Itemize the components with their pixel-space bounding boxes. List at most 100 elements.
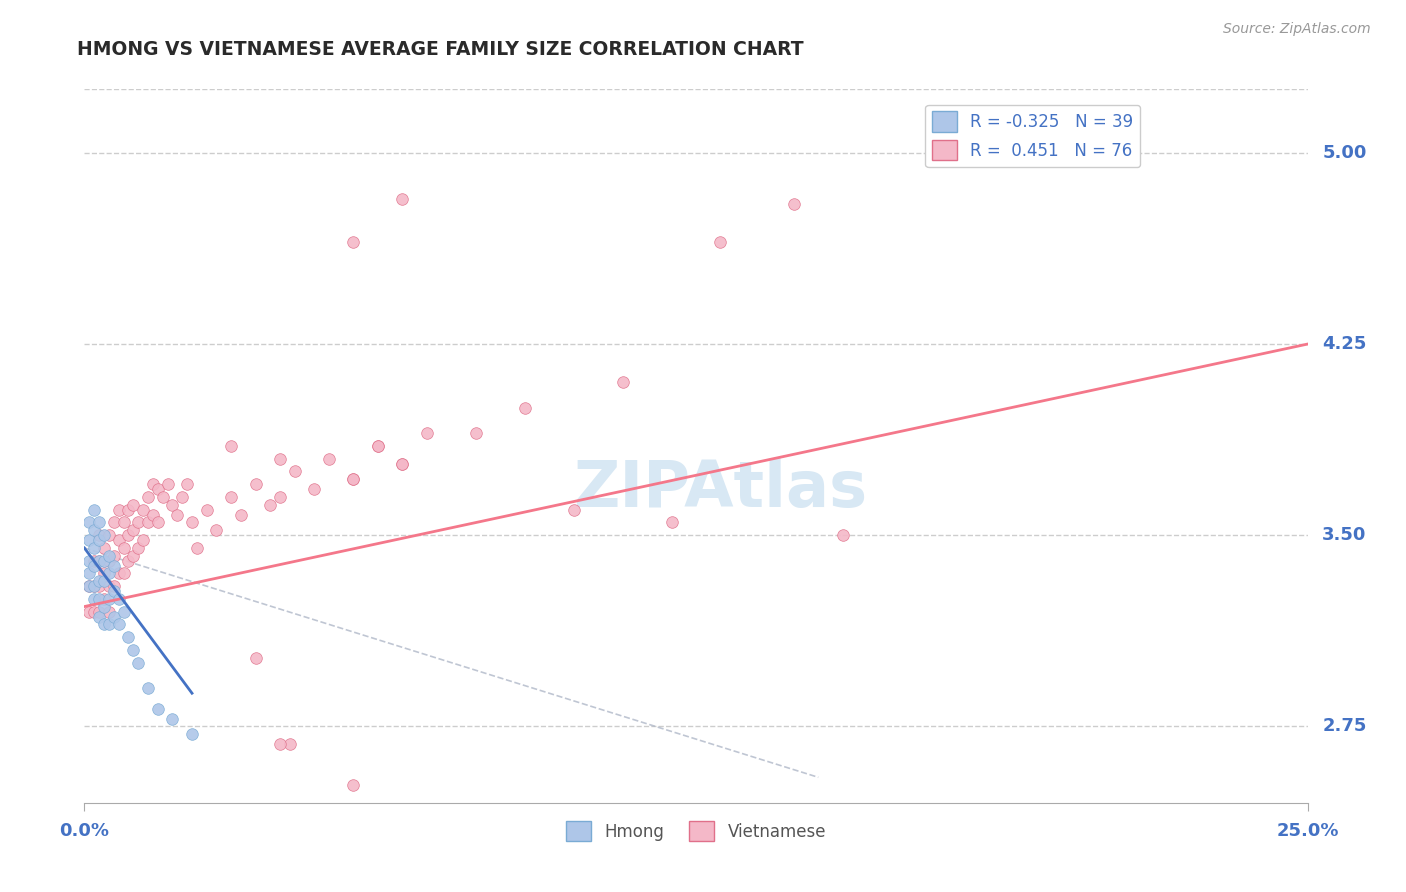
Point <box>87 574 110 588</box>
Point <box>391 457 413 471</box>
Point <box>342 778 364 792</box>
Point <box>162 498 184 512</box>
Point <box>83 579 105 593</box>
Point <box>142 477 165 491</box>
Point <box>342 472 364 486</box>
Point <box>103 558 125 573</box>
Point <box>93 574 115 588</box>
Point <box>269 451 291 466</box>
Point <box>513 401 536 415</box>
Point <box>229 508 252 522</box>
Point <box>107 591 129 606</box>
Point <box>783 197 806 211</box>
Point <box>269 737 291 751</box>
Point <box>245 477 267 491</box>
Point <box>127 516 149 530</box>
Point <box>205 523 228 537</box>
Point <box>83 605 105 619</box>
Point <box>112 516 135 530</box>
Point <box>77 605 100 619</box>
Text: Source: ZipAtlas.com: Source: ZipAtlas.com <box>1223 22 1371 37</box>
Point <box>77 554 100 568</box>
Point <box>87 605 110 619</box>
Point <box>172 490 194 504</box>
Point <box>464 426 486 441</box>
Point <box>97 566 120 581</box>
Point <box>122 523 145 537</box>
Point <box>103 579 125 593</box>
Point <box>245 650 267 665</box>
Point <box>77 516 100 530</box>
Point <box>77 579 100 593</box>
Point <box>284 465 307 479</box>
Point <box>269 490 291 504</box>
Point <box>87 554 110 568</box>
Point <box>318 451 340 466</box>
Point <box>97 617 120 632</box>
Point <box>162 712 184 726</box>
Point <box>107 617 129 632</box>
Text: 5.00: 5.00 <box>1322 144 1367 162</box>
Point <box>93 591 115 606</box>
Point <box>195 502 218 516</box>
Point <box>142 508 165 522</box>
Point <box>181 727 204 741</box>
Point <box>103 584 125 599</box>
Point <box>87 516 110 530</box>
Point <box>186 541 208 555</box>
Point <box>83 579 105 593</box>
Point <box>112 605 135 619</box>
Point <box>93 566 115 581</box>
Point <box>83 558 105 573</box>
Point <box>93 541 115 555</box>
Point <box>342 472 364 486</box>
Point <box>97 554 120 568</box>
Point <box>83 523 105 537</box>
Point <box>136 490 159 504</box>
Point <box>661 516 683 530</box>
Point <box>87 533 110 548</box>
Point <box>97 579 120 593</box>
Point <box>93 528 115 542</box>
Point <box>103 549 125 563</box>
Point <box>93 554 115 568</box>
Point <box>127 541 149 555</box>
Point <box>87 609 110 624</box>
Point <box>112 541 135 555</box>
Point <box>146 701 169 715</box>
Point <box>77 533 100 548</box>
Point <box>97 591 120 606</box>
Point <box>132 533 155 548</box>
Point <box>367 439 389 453</box>
Point <box>831 528 853 542</box>
Point <box>117 554 139 568</box>
Point <box>77 566 100 581</box>
Point <box>127 656 149 670</box>
Point <box>132 502 155 516</box>
Point <box>107 533 129 548</box>
Text: 4.25: 4.25 <box>1322 335 1367 353</box>
Point <box>219 490 242 504</box>
Point <box>166 508 188 522</box>
Point <box>87 528 110 542</box>
Point <box>87 579 110 593</box>
Text: HMONG VS VIETNAMESE AVERAGE FAMILY SIZE CORRELATION CHART: HMONG VS VIETNAMESE AVERAGE FAMILY SIZE … <box>77 40 804 59</box>
Point <box>146 516 169 530</box>
Point <box>117 630 139 644</box>
Point <box>367 439 389 453</box>
Point <box>87 591 110 606</box>
Point <box>562 502 585 516</box>
Point <box>77 579 100 593</box>
Point <box>278 737 301 751</box>
Point <box>83 502 105 516</box>
Point <box>146 483 169 497</box>
Point <box>122 643 145 657</box>
Point <box>87 554 110 568</box>
Point <box>97 549 120 563</box>
Point <box>112 566 135 581</box>
Point <box>93 599 115 614</box>
Point <box>122 498 145 512</box>
Point <box>181 516 204 530</box>
Point <box>136 681 159 695</box>
Point <box>709 235 731 249</box>
